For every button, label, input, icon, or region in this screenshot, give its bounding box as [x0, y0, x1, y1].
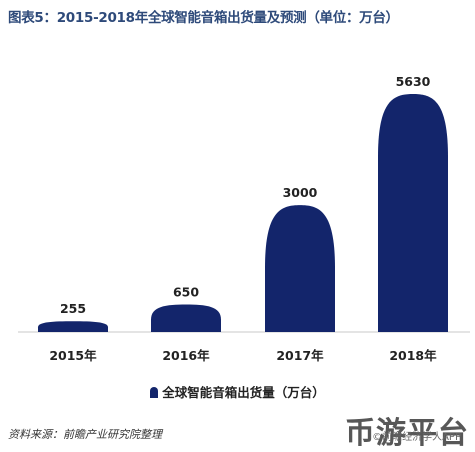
bar-2016年 — [151, 304, 221, 332]
x-tick-labels-group: 2015年 2016年 2017年 2018年 — [49, 348, 437, 363]
bar-2018年 — [378, 94, 448, 332]
x-tick-label: 2018年 — [389, 348, 437, 363]
source-note: 资料来源：前瞻产业研究院整理 — [8, 428, 162, 441]
bar-2017年 — [265, 205, 335, 332]
bar-chart: 255 650 3000 5630 2015年 2016年 2017年 2018年 — [18, 74, 470, 363]
chart-title: 图表5：2015-2018年全球智能音箱出货量及预测（单位：万台） — [8, 10, 399, 26]
data-label: 650 — [173, 285, 199, 300]
legend-label: 全球智能音箱出货量（万台） — [162, 385, 325, 400]
x-tick-label: 2017年 — [276, 348, 324, 363]
data-labels-group: 255 650 3000 5630 — [60, 74, 431, 316]
data-label: 255 — [60, 301, 86, 316]
data-label: 5630 — [396, 74, 431, 89]
watermark-caption: ©前瞻经济学人APP — [372, 432, 461, 443]
bar-2015年 — [38, 321, 108, 332]
bars-group — [38, 94, 448, 332]
legend-marker — [150, 387, 159, 398]
legend: 全球智能音箱出货量（万台） — [0, 382, 475, 401]
x-tick-label: 2016年 — [162, 348, 210, 363]
x-tick-label: 2015年 — [49, 348, 97, 363]
data-label: 3000 — [283, 185, 318, 200]
watermark-logo: 币游平台 — [345, 416, 469, 451]
